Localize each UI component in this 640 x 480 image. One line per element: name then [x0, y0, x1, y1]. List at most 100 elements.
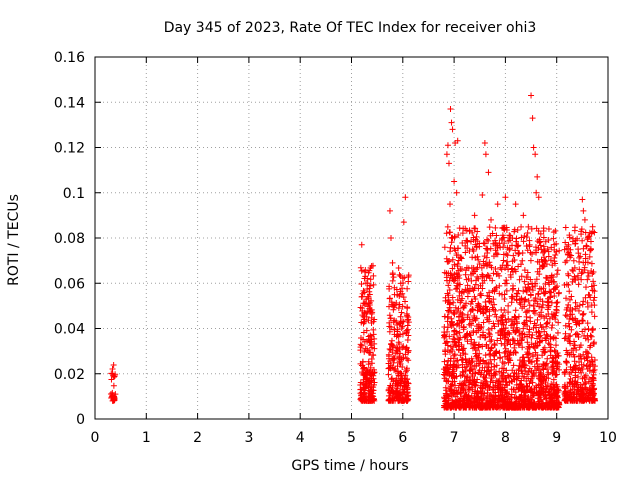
data-point [571, 342, 578, 349]
data-point [507, 271, 514, 278]
data-point [366, 308, 373, 315]
data-point [582, 378, 589, 385]
data-point [493, 313, 500, 320]
data-point [364, 280, 371, 287]
data-point [449, 256, 456, 263]
y-tick-label: 0.1 [63, 186, 85, 202]
data-point [447, 362, 454, 369]
data-point [553, 299, 560, 306]
data-point [543, 331, 550, 338]
data-point [475, 355, 482, 362]
data-point [489, 277, 496, 284]
data-point [487, 232, 494, 239]
data-point [444, 378, 451, 385]
data-point [591, 294, 598, 301]
data-point [588, 246, 595, 253]
data-point [536, 391, 543, 398]
data-point [520, 288, 527, 295]
data-point [361, 348, 368, 355]
y-tick-label: 0.14 [54, 95, 85, 111]
data-point [505, 404, 512, 411]
data-point [538, 309, 545, 316]
data-point [453, 342, 460, 349]
data-point [388, 337, 395, 344]
data-point [370, 384, 377, 391]
data-point [515, 313, 522, 320]
data-point [550, 278, 557, 285]
data-point [481, 253, 488, 260]
data-point [393, 300, 400, 307]
data-point [483, 236, 490, 243]
data-point [526, 380, 533, 387]
y-tick-label: 0.02 [54, 367, 85, 383]
data-point [578, 369, 585, 376]
data-point [456, 225, 463, 232]
data-point [528, 375, 535, 382]
data-point [529, 359, 536, 366]
data-point [538, 286, 545, 293]
data-point [528, 334, 535, 341]
data-point [498, 314, 505, 321]
data-point [523, 234, 530, 241]
data-point [386, 303, 393, 310]
data-point [544, 366, 551, 373]
data-point [549, 369, 556, 376]
data-point [452, 247, 459, 254]
data-point [366, 267, 373, 274]
data-point [502, 353, 509, 360]
data-point [520, 325, 527, 332]
data-point [462, 249, 469, 256]
data-point [505, 302, 512, 309]
data-point [448, 119, 455, 126]
data-point [539, 259, 546, 266]
data-point [474, 238, 481, 245]
y-axis-label: ROTI / TECUs [6, 194, 22, 286]
data-point [474, 228, 481, 235]
data-point [444, 402, 451, 409]
data-point [552, 227, 559, 234]
data-point [561, 369, 568, 376]
data-point [397, 320, 404, 327]
x-tick-label: 7 [450, 430, 459, 446]
data-point [540, 366, 547, 373]
data-point [441, 329, 448, 336]
data-point [521, 267, 528, 274]
data-point [500, 257, 507, 264]
data-point [465, 360, 472, 367]
data-point [386, 312, 393, 319]
data-point [441, 358, 448, 365]
data-point [494, 270, 501, 277]
data-point [394, 345, 401, 352]
data-point [484, 389, 491, 396]
data-point [521, 400, 528, 407]
data-point [518, 223, 525, 230]
data-point [491, 356, 498, 363]
data-point [448, 318, 455, 325]
data-point [463, 394, 470, 401]
data-point [457, 372, 464, 379]
data-point [553, 240, 560, 247]
data-point [446, 286, 453, 293]
data-point [444, 223, 451, 230]
data-point [511, 340, 518, 347]
data-point [404, 380, 411, 387]
data-point [575, 274, 582, 281]
data-point [567, 246, 574, 253]
data-point [575, 246, 582, 253]
data-point [512, 247, 519, 254]
data-point [587, 238, 594, 245]
data-point [478, 323, 485, 330]
data-point [524, 339, 531, 346]
data-point [489, 404, 496, 411]
data-point [385, 371, 392, 378]
data-point [396, 340, 403, 347]
data-point [568, 351, 575, 358]
data-point [521, 361, 528, 368]
x-tick-label: 0 [91, 430, 100, 446]
data-point [562, 368, 569, 375]
data-point [544, 274, 551, 281]
x-axis-label: GPS time / hours [291, 458, 408, 474]
data-point [505, 237, 512, 244]
data-point [544, 319, 551, 326]
data-point [498, 326, 505, 333]
